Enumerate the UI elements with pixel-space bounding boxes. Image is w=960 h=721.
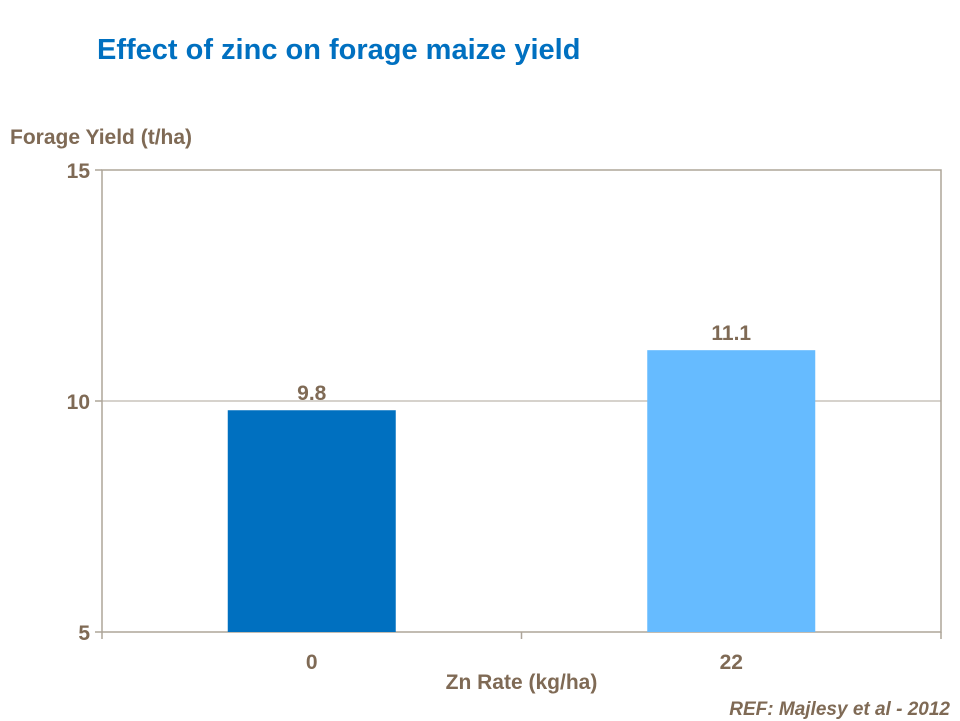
x-tick-label: 0: [306, 651, 318, 674]
bar-0: [227, 410, 396, 632]
chart-title: Effect of zinc on forage maize yield: [97, 34, 581, 66]
y-tick-label: 5: [78, 622, 90, 645]
data-label: 11.1: [711, 322, 751, 345]
y-tick-label: 15: [67, 160, 91, 183]
y-tick-label: 10: [67, 391, 90, 414]
x-tick-label: 22: [720, 651, 743, 674]
data-label: 9.8: [297, 382, 327, 405]
y-axis-label: Forage Yield (t/ha): [10, 126, 193, 149]
reference-note: REF: Majlesy et al - 2012: [729, 699, 950, 720]
bar-22: [647, 350, 816, 632]
x-axis-label: Zn Rate (kg/ha): [445, 671, 598, 694]
